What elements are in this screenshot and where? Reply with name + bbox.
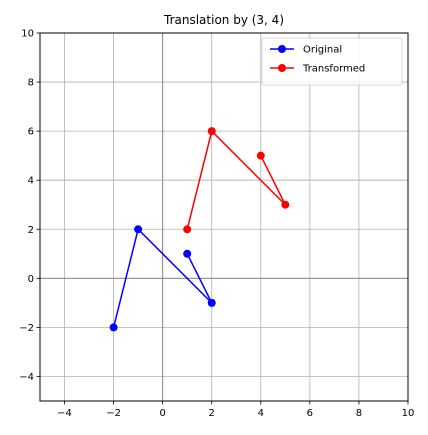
y-tick-label: −4 bbox=[19, 372, 34, 383]
data-point bbox=[207, 298, 216, 307]
y-tick-label: 8 bbox=[28, 78, 34, 89]
x-tick-label: 8 bbox=[356, 408, 362, 419]
x-tick-label: 6 bbox=[307, 408, 313, 419]
x-tick-label: −2 bbox=[106, 408, 121, 419]
legend-label: Original bbox=[303, 45, 342, 56]
legend-box bbox=[261, 37, 403, 86]
data-point bbox=[134, 225, 143, 234]
plot-frame bbox=[39, 32, 409, 402]
legend-marker bbox=[278, 64, 286, 72]
y-tick-label: 10 bbox=[21, 29, 34, 40]
series-line-original bbox=[112, 227, 213, 328]
series-layer bbox=[109, 127, 290, 332]
chart-title: Translation by (3, 4) bbox=[163, 13, 284, 27]
ticks: −4 −2 0 2 4 6 8 10 −4 −2 0 2 4 6 8 10 bbox=[19, 29, 414, 420]
y-tick-label: 0 bbox=[28, 274, 34, 285]
y-tick-label: 6 bbox=[28, 127, 34, 138]
data-point bbox=[109, 323, 118, 332]
y-tick-label: −2 bbox=[19, 323, 34, 334]
data-point bbox=[183, 225, 192, 234]
legend: Original Transformed bbox=[261, 37, 403, 86]
legend-marker bbox=[278, 45, 286, 53]
zero-axes bbox=[40, 33, 408, 401]
series-transformed bbox=[183, 127, 290, 234]
x-tick-label: −4 bbox=[57, 408, 72, 419]
y-tick-label: 4 bbox=[28, 176, 34, 187]
data-point bbox=[281, 200, 290, 209]
x-tick-label: 10 bbox=[402, 408, 415, 419]
x-tick-label: 0 bbox=[159, 408, 165, 419]
data-point bbox=[207, 127, 216, 136]
data-point bbox=[256, 151, 265, 160]
data-point bbox=[183, 249, 192, 258]
x-tick-label: 4 bbox=[258, 408, 264, 419]
series-line-transformed bbox=[186, 129, 287, 230]
y-tick-label: 2 bbox=[28, 225, 34, 236]
x-tick-label: 2 bbox=[209, 408, 215, 419]
legend-label: Transformed bbox=[302, 64, 365, 75]
series-original bbox=[109, 225, 216, 332]
